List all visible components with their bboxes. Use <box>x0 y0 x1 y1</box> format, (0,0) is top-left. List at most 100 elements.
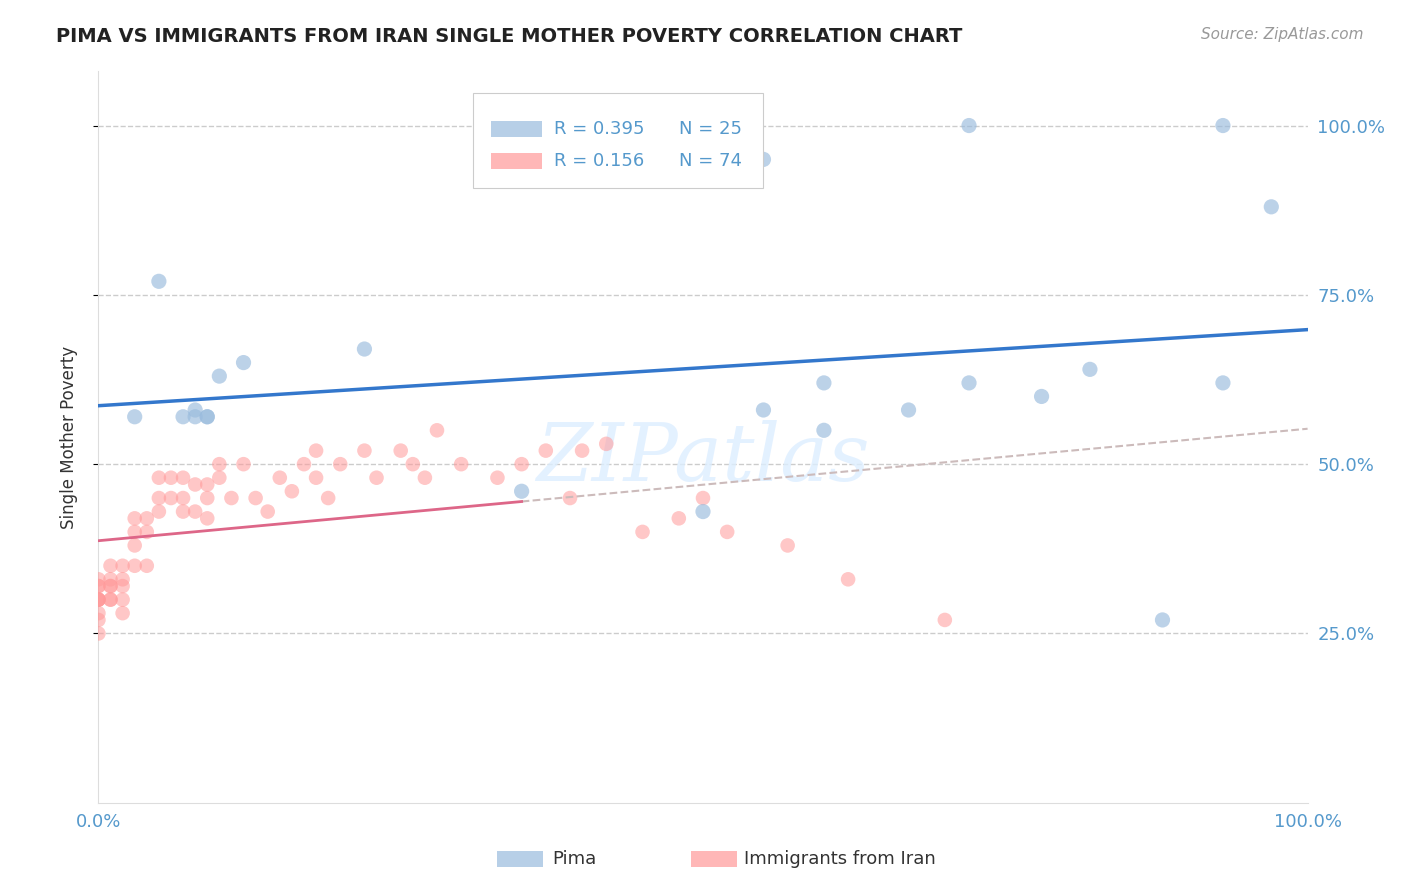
Point <box>208 369 231 384</box>
Point <box>124 558 146 573</box>
Point <box>100 579 122 593</box>
Point <box>100 592 122 607</box>
Point <box>87 579 110 593</box>
Point <box>111 572 134 586</box>
FancyBboxPatch shape <box>690 851 737 867</box>
Point <box>631 524 654 539</box>
Point <box>184 403 207 417</box>
Point <box>1212 376 1234 390</box>
Point <box>256 505 278 519</box>
Point <box>776 538 799 552</box>
Point <box>1078 362 1101 376</box>
FancyBboxPatch shape <box>492 153 543 169</box>
Text: R = 0.156: R = 0.156 <box>554 153 644 170</box>
Point <box>184 477 207 491</box>
Point <box>510 457 533 471</box>
Point <box>269 471 291 485</box>
Point <box>752 153 775 167</box>
Text: R = 0.395: R = 0.395 <box>554 120 645 138</box>
Point <box>353 443 375 458</box>
Point <box>232 355 254 369</box>
Point <box>245 491 267 505</box>
FancyBboxPatch shape <box>498 851 543 867</box>
Y-axis label: Single Mother Poverty: Single Mother Poverty <box>59 345 77 529</box>
Text: PIMA VS IMMIGRANTS FROM IRAN SINGLE MOTHER POVERTY CORRELATION CHART: PIMA VS IMMIGRANTS FROM IRAN SINGLE MOTH… <box>56 27 963 45</box>
Point <box>316 491 339 505</box>
Point <box>184 505 207 519</box>
Point <box>571 443 593 458</box>
Point <box>232 457 254 471</box>
Point <box>837 572 859 586</box>
Point <box>148 471 170 485</box>
Point <box>450 457 472 471</box>
Point <box>87 606 110 620</box>
Point <box>172 409 194 424</box>
Point <box>208 457 231 471</box>
Point <box>195 491 218 505</box>
Point <box>1031 389 1053 403</box>
Point <box>208 471 231 485</box>
Point <box>426 423 449 437</box>
Point <box>752 403 775 417</box>
Point <box>148 274 170 288</box>
Point <box>692 491 714 505</box>
FancyBboxPatch shape <box>474 94 763 188</box>
Point <box>389 443 412 458</box>
Point <box>353 342 375 356</box>
Point <box>135 524 157 539</box>
Text: N = 25: N = 25 <box>679 120 742 138</box>
Point <box>402 457 425 471</box>
Point <box>897 403 920 417</box>
Point <box>329 457 352 471</box>
Point <box>100 572 122 586</box>
Text: Pima: Pima <box>551 850 596 868</box>
Point <box>595 437 617 451</box>
Point <box>221 491 243 505</box>
Point <box>184 409 207 424</box>
Point <box>148 491 170 505</box>
Point <box>292 457 315 471</box>
Point <box>195 409 218 424</box>
Point <box>87 626 110 640</box>
Point <box>87 592 110 607</box>
Point <box>172 471 194 485</box>
Point <box>111 579 134 593</box>
Point <box>195 511 218 525</box>
Point <box>87 613 110 627</box>
Point <box>135 511 157 525</box>
Point <box>87 592 110 607</box>
Point <box>510 484 533 499</box>
Point <box>87 592 110 607</box>
Text: Immigrants from Iran: Immigrants from Iran <box>744 850 936 868</box>
Point <box>160 471 183 485</box>
Point <box>100 558 122 573</box>
Point <box>160 491 183 505</box>
Point <box>413 471 436 485</box>
Point <box>534 443 557 458</box>
Point <box>124 409 146 424</box>
Point <box>281 484 304 499</box>
Text: N = 74: N = 74 <box>679 153 742 170</box>
Point <box>692 505 714 519</box>
Point <box>716 524 738 539</box>
Point <box>172 505 194 519</box>
Point <box>957 119 980 133</box>
Point <box>558 491 581 505</box>
FancyBboxPatch shape <box>492 121 543 137</box>
Point <box>135 558 157 573</box>
Point <box>813 423 835 437</box>
Point <box>124 511 146 525</box>
Point <box>111 592 134 607</box>
Point <box>111 558 134 573</box>
Point <box>1152 613 1174 627</box>
Point <box>813 376 835 390</box>
Point <box>1260 200 1282 214</box>
Point <box>172 491 194 505</box>
Text: ZIPatlas: ZIPatlas <box>536 420 870 498</box>
Text: Source: ZipAtlas.com: Source: ZipAtlas.com <box>1201 27 1364 42</box>
Point <box>111 606 134 620</box>
Point <box>305 443 328 458</box>
Point <box>87 572 110 586</box>
Point <box>124 538 146 552</box>
Point <box>957 376 980 390</box>
